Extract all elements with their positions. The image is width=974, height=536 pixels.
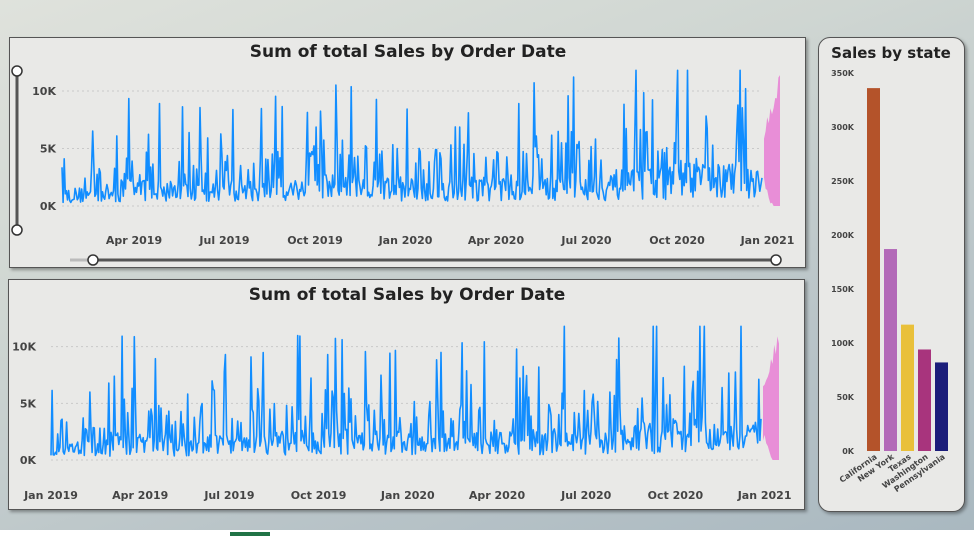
line-chart-panel-bottom[interactable]: Sum of total Sales by Order Date 0K 5K 10K J…: [8, 279, 805, 510]
line-chart-top: Sum of total Sales by Order Date 0K 5K 10K A…: [11, 42, 795, 266]
bar-chart-panel[interactable]: Sales by state 0K 50K 100K 150K 200K 250K 300K 3…: [818, 37, 965, 512]
bar-chart-sales-by-state: Sales by state 0K 50K 100K 150K 200K 250K 300K 3…: [831, 44, 951, 494]
sheet-tab-indicator[interactable]: [230, 532, 270, 536]
x-tick-label: Jul 2020: [560, 234, 611, 247]
forecast-band: [764, 75, 780, 206]
bar-california: [867, 88, 880, 451]
sales-series-line: [50, 325, 762, 457]
x-tick-label: Apr 2020: [469, 489, 526, 502]
line-chart-panel-top[interactable]: Sum of total Sales by Order Date 0K 5K 10K A…: [9, 37, 806, 268]
bar-texas: [901, 324, 914, 451]
y-tick-label: 0K: [40, 200, 57, 213]
x-range-handle-left: [87, 254, 99, 266]
y-tick-label: 50K: [837, 393, 855, 402]
chart-title: Sum of total Sales by Order Date: [250, 42, 566, 62]
y-tick-label: 350K: [831, 69, 855, 78]
y-tick-label: 0K: [20, 454, 37, 467]
y-tick-label: 100K: [831, 339, 855, 348]
chart-title: Sales by state: [831, 44, 951, 62]
x-tick-label: Apr 2019: [112, 489, 168, 502]
x-range-handle-right: [770, 254, 782, 266]
x-tick-label: Oct 2020: [649, 234, 705, 247]
x-tick-label: Jan 2021: [737, 489, 792, 502]
x-tick-label: Jul 2019: [198, 234, 249, 247]
bar-new-york: [884, 249, 897, 451]
x-tick-label: Oct 2020: [648, 489, 704, 502]
x-tick-label: Jul 2020: [560, 489, 611, 502]
bar-washington: [918, 349, 931, 451]
line-chart-bottom: Sum of total Sales by Order Date 0K 5K 10K J…: [12, 285, 792, 502]
x-tick-label: Oct 2019: [291, 489, 347, 502]
forecast-band: [763, 336, 779, 460]
x-tick-label: Jan 2020: [378, 234, 433, 247]
y-tick-label: 250K: [831, 177, 855, 186]
x-tick-label: Jan 2020: [380, 489, 435, 502]
y-tick-label: 200K: [831, 231, 855, 240]
x-tick-label: Jan 2021: [740, 234, 795, 247]
y-tick-label: 0K: [842, 447, 855, 456]
y-tick-label: 10K: [32, 85, 56, 98]
bar-pennsylvania: [935, 362, 948, 451]
x-tick-label: Jul 2019: [203, 489, 254, 502]
y-range-handle-top: [11, 65, 23, 77]
y-tick-label: 5K: [20, 397, 37, 410]
x-tick-label: Jan 2019: [23, 489, 78, 502]
y-tick-label: 300K: [831, 123, 855, 132]
chart-title: Sum of total Sales by Order Date: [249, 285, 565, 305]
y-tick-label: 5K: [40, 143, 57, 156]
bottom-strip: [0, 530, 974, 536]
x-tick-label: Oct 2019: [287, 234, 343, 247]
y-tick-label: 150K: [831, 285, 855, 294]
sales-series-line: [61, 69, 763, 204]
y-range-handle-bottom: [11, 224, 23, 236]
y-tick-label: 10K: [12, 341, 36, 354]
x-tick-label: Apr 2019: [106, 234, 162, 247]
x-tick-label: Apr 2020: [468, 234, 525, 247]
